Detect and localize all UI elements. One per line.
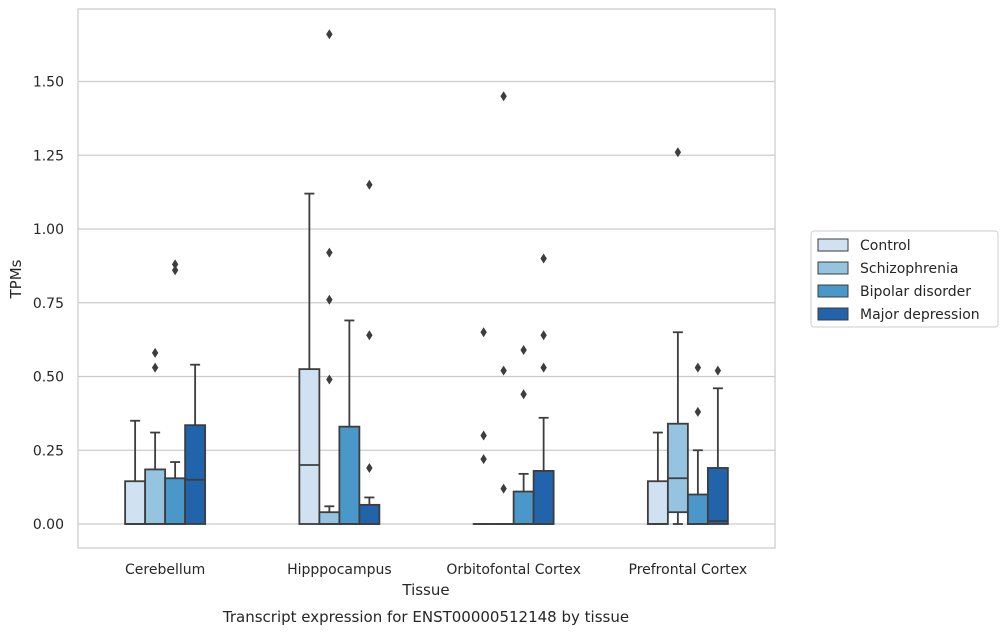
outlier-point [480,430,487,441]
outlier-point [151,362,159,373]
box-body [144,468,167,525]
outlier-point [366,330,373,341]
y-tick-label: 0.50 [33,370,64,386]
box-3-2 [686,362,709,525]
x-tick-labels: Cerebellum Hipppocampus Orbitofontal Corte… [125,562,747,578]
outlier-point [326,247,333,258]
outlier-point [500,483,507,494]
legend-swatch [817,307,849,321]
boxes [124,29,729,525]
x-tick-label: Hipppocampus [287,562,392,578]
box-body [512,490,535,525]
box-body [706,467,729,525]
box-body [318,511,341,525]
legend-frame [810,230,999,328]
legend-swatch [817,284,849,298]
y-tick-labels: 0.00 0.25 0.50 0.75 1.00 1.25 1.50 [33,75,64,534]
outlier-point [540,253,547,264]
y-tick-label: 1.50 [33,75,64,91]
box-0-2 [164,259,187,525]
box-body [164,477,187,525]
legend-label: Control [860,238,911,254]
outlier-point [366,462,373,473]
y-axis-label: TPMs [7,259,25,299]
outlier-point [326,29,333,40]
box-2-1 [492,91,515,525]
outlier-point [151,347,159,358]
outlier-point [326,374,333,385]
chart-caption: Transcript expression for ENST0000051214… [222,608,629,626]
box-body [338,425,361,525]
outlier-point [366,179,373,190]
outlier-point [714,365,722,376]
outlier-point [326,294,333,305]
x-tick-label: Orbitofontal Cortex [446,562,581,578]
legend: Control Schizophrenia Bipolar disorder Majo… [810,230,999,328]
y-tick-label: 0.00 [33,517,64,533]
x-axis-label: Tissue [401,581,449,599]
legend-label: Bipolar disorder [860,284,971,300]
outlier-point [674,147,682,158]
outlier-point [480,454,487,465]
outlier-point [540,362,547,373]
legend-swatch [817,238,849,252]
outlier-point [500,91,507,102]
outlier-point [694,406,702,417]
legend-label: Schizophrenia [860,261,958,277]
outlier-point [171,265,179,276]
outlier-point [520,344,527,355]
box-0-3 [184,363,207,525]
box-body [298,368,321,525]
box-body [666,422,689,514]
y-tick-label: 1.25 [33,148,64,164]
box-1-3 [358,179,381,525]
y-tick-label: 0.75 [33,296,64,312]
outlier-point [480,327,487,338]
outlier-point [520,389,527,400]
box-2-0 [472,327,495,525]
outlier-point [500,365,507,376]
box-1-2 [338,319,361,525]
box-2-2 [512,344,535,525]
legend-swatch [817,261,849,275]
box-body [686,493,709,525]
box-0-0 [124,419,147,525]
box-3-1 [666,147,689,525]
box-3-0 [646,431,669,525]
box-2-3 [532,253,555,525]
box-3-3 [706,365,729,525]
box-body [358,503,381,525]
x-tick-label: Prefrontal Cortex [629,562,748,578]
box-body [532,469,555,525]
y-tick-label: 0.25 [33,443,64,459]
legend-label: Major depression [860,307,980,323]
outlier-point [171,259,179,270]
outlier-point [540,330,547,341]
box-body [124,480,147,525]
box-body [184,424,207,525]
outlier-point [694,362,702,373]
x-tick-label: Cerebellum [125,562,205,578]
box-body [646,480,669,525]
box-1-0 [298,192,321,525]
y-tick-label: 1.00 [33,222,64,238]
